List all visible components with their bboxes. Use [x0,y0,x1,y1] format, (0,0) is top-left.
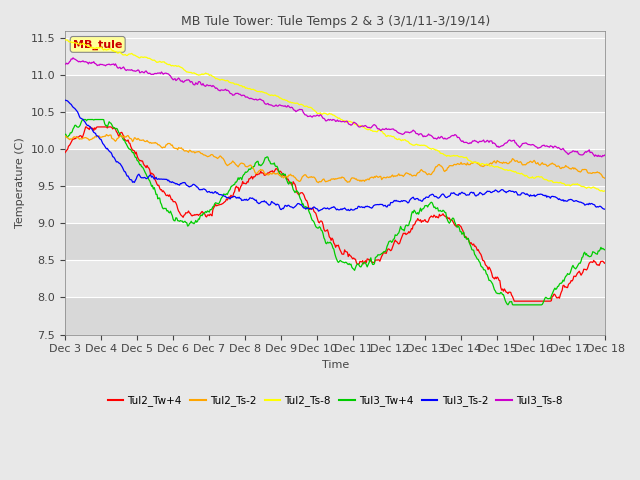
Bar [65,38,605,75]
Bar [65,298,605,335]
Text: MB_tule: MB_tule [73,39,122,49]
Legend: Tul2_Tw+4, Tul2_Ts-2, Tul2_Ts-8, Tul3_Tw+4, Tul3_Ts-2, Tul3_Ts-8: Tul2_Tw+4, Tul2_Ts-2, Tul2_Ts-8, Tul3_Tw… [104,391,567,411]
X-axis label: Time: Time [321,360,349,370]
Bar [65,149,605,186]
Bar [65,186,605,223]
Bar [65,260,605,298]
Y-axis label: Temperature (C): Temperature (C) [15,137,25,228]
Bar [65,75,605,112]
Title: MB Tule Tower: Tule Temps 2 & 3 (3/1/11-3/19/14): MB Tule Tower: Tule Temps 2 & 3 (3/1/11-… [180,15,490,28]
Bar [65,112,605,149]
Bar [65,223,605,260]
